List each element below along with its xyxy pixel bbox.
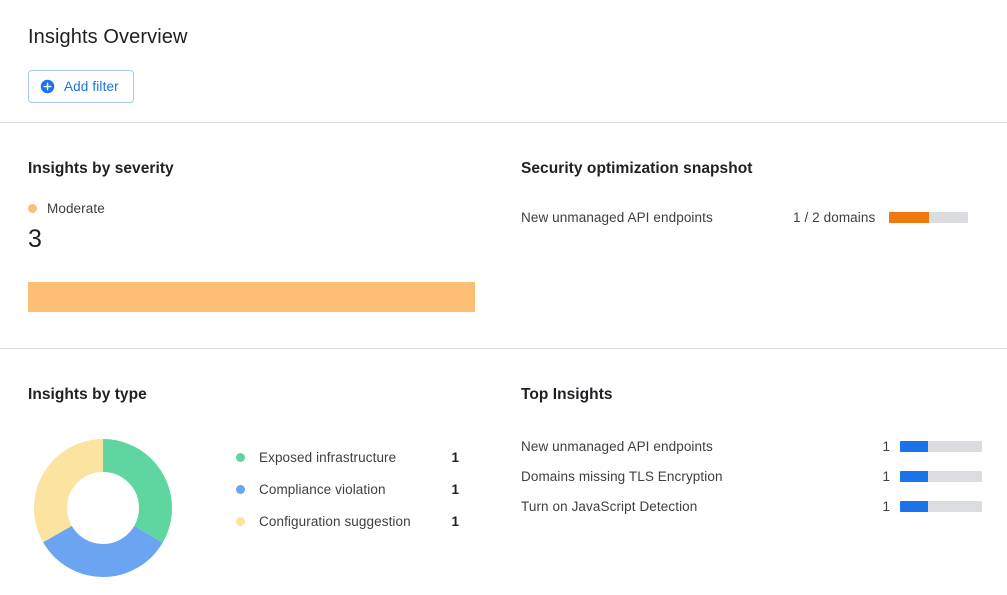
donut-segment-compliance-violation — [34, 439, 172, 577]
top-insights-row-count: 1 — [882, 468, 890, 484]
insights-by-type-donut-chart[interactable] — [28, 433, 178, 583]
insights-by-type-legend: Exposed infrastructure 1 Compliance viol… — [236, 441, 459, 537]
snapshot-progress-fill — [889, 211, 929, 223]
legend-row-configuration-suggestion[interactable]: Configuration suggestion 1 — [236, 505, 459, 537]
top-insights-row-count: 1 — [882, 438, 890, 454]
legend-label-exposed-infrastructure: Exposed infrastructure — [259, 449, 397, 465]
security-optimization-snapshot-title: Security optimization snapshot — [521, 160, 753, 177]
severity-legend-dot — [28, 204, 37, 213]
snapshot-row-name: New unmanaged API endpoints — [521, 209, 713, 225]
snapshot-row-list: New unmanaged API endpoints 1 / 2 domain… — [521, 205, 1007, 229]
top-insights-row[interactable]: New unmanaged API endpoints 1 — [521, 431, 1007, 461]
legend-count-compliance-violation: 1 — [451, 481, 459, 497]
top-insights-progress-track — [900, 500, 982, 512]
insights-by-type-body: Exposed infrastructure 1 Compliance viol… — [28, 425, 511, 583]
top-insights-row-name: Turn on JavaScript Detection — [521, 498, 698, 514]
legend-row-compliance-violation[interactable]: Compliance violation 1 — [236, 473, 459, 505]
severity-total-value: 3 — [28, 225, 42, 253]
legend-dot-compliance-violation — [236, 484, 245, 494]
add-filter-button[interactable]: Add filter — [28, 70, 134, 103]
severity-chart: Moderate 3 — [28, 201, 511, 312]
legend-count-configuration-suggestion: 1 — [451, 513, 459, 529]
snapshot-row-count: 1 / 2 domains — [793, 209, 876, 225]
top-insights-panel: Top Insights New unmanaged API endpoints… — [511, 349, 1007, 595]
legend-label-configuration-suggestion: Configuration suggestion — [259, 513, 411, 529]
insights-by-severity-title: Insights by severity — [28, 160, 174, 177]
severity-bar[interactable] — [28, 282, 475, 312]
security-optimization-snapshot-panel: Security optimization snapshot New unman… — [511, 123, 1007, 348]
top-insights-progress-fill — [900, 470, 928, 482]
top-insights-row-list: New unmanaged API endpoints 1 Domains mi… — [521, 431, 1007, 521]
top-insights-progress-fill — [900, 440, 928, 452]
legend-row-exposed-infrastructure[interactable]: Exposed infrastructure 1 — [236, 441, 459, 473]
top-insights-progress-fill — [900, 500, 928, 512]
top-insights-row-name: New unmanaged API endpoints — [521, 438, 713, 454]
snapshot-row[interactable]: New unmanaged API endpoints 1 / 2 domain… — [521, 205, 1007, 229]
plus-circle-icon — [40, 79, 55, 94]
severity-legend: Moderate — [28, 201, 511, 216]
bottom-section: Insights by type Expo — [0, 349, 1007, 595]
donut-segment-configuration-suggestion — [34, 439, 172, 577]
top-insights-progress-track — [900, 470, 982, 482]
insights-by-severity-panel: Insights by severity Moderate 3 — [0, 123, 511, 348]
legend-dot-exposed-infrastructure — [236, 452, 245, 462]
top-section: Insights by severity Moderate 3 Security… — [0, 123, 1007, 348]
top-insights-progress-track — [900, 440, 982, 452]
insights-by-type-panel: Insights by type Expo — [0, 349, 511, 595]
section-divider-middle — [0, 348, 1007, 349]
page-title: Insights Overview — [28, 26, 188, 48]
top-insights-row[interactable]: Turn on JavaScript Detection 1 — [521, 491, 1007, 521]
insights-by-type-title: Insights by type — [28, 386, 147, 403]
top-insights-row-count: 1 — [882, 498, 890, 514]
section-divider-top — [0, 122, 1007, 123]
severity-legend-label: Moderate — [47, 201, 105, 216]
legend-label-compliance-violation: Compliance violation — [259, 481, 386, 497]
add-filter-label: Add filter — [64, 79, 119, 94]
top-insights-title: Top Insights — [521, 386, 613, 403]
snapshot-progress-track — [889, 211, 968, 223]
filter-toolbar: Add filter — [28, 70, 1007, 103]
top-insights-row-name: Domains missing TLS Encryption — [521, 468, 723, 484]
legend-dot-configuration-suggestion — [236, 516, 245, 526]
page-header: Insights Overview Add filter — [0, 0, 1007, 103]
top-insights-row[interactable]: Domains missing TLS Encryption 1 — [521, 461, 1007, 491]
legend-count-exposed-infrastructure: 1 — [451, 449, 459, 465]
